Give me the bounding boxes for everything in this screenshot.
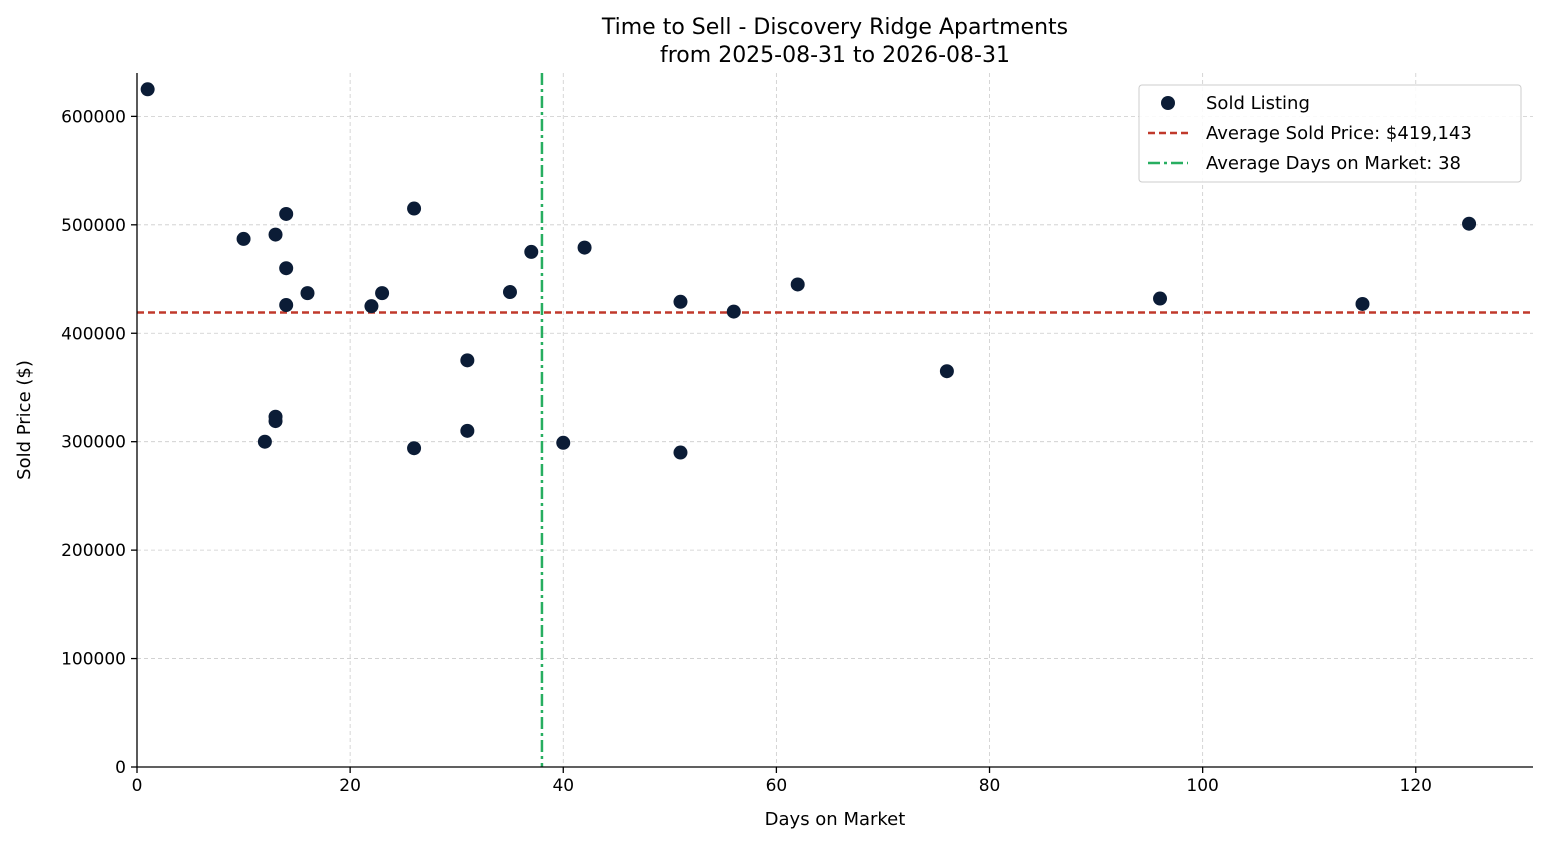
y-tick-label: 0 <box>115 758 126 778</box>
data-point <box>236 231 251 246</box>
grid-lines <box>137 73 1533 767</box>
x-axis-ticks: 0 20 40 60 80 100 120 <box>132 767 1432 796</box>
chart-title: Time to Sell - Discovery Ridge Apartment… <box>601 15 1068 40</box>
x-tick-label: 0 <box>132 776 143 796</box>
legend-box <box>1138 84 1522 183</box>
y-tick-label: 300000 <box>61 433 126 453</box>
data-point <box>140 82 155 97</box>
y-tick-label: 500000 <box>61 216 126 236</box>
data-point <box>364 299 379 314</box>
x-tick-label: 20 <box>339 776 361 796</box>
legend-marker-sold-listing <box>1161 96 1175 110</box>
data-point <box>279 261 294 276</box>
y-axis-label: Sold Price ($) <box>14 360 35 480</box>
x-tick-label: 120 <box>1400 776 1432 796</box>
data-point <box>279 298 294 313</box>
data-point <box>268 414 283 429</box>
data-point <box>268 227 283 242</box>
legend-label-sold-listing: Sold Listing <box>1206 93 1310 114</box>
data-point <box>257 434 272 449</box>
data-point <box>790 277 805 292</box>
x-tick-label: 80 <box>979 776 1001 796</box>
data-point <box>1153 291 1168 306</box>
x-tick-label: 60 <box>766 776 788 796</box>
y-tick-label: 400000 <box>61 324 126 344</box>
data-point <box>375 286 390 301</box>
data-point <box>1355 296 1370 311</box>
chart-legend: Sold Listing Average Sold Price: $419,14… <box>1138 84 1522 183</box>
data-point <box>524 244 539 259</box>
data-point <box>300 286 315 301</box>
y-tick-label: 200000 <box>61 541 126 561</box>
data-point <box>407 441 422 456</box>
data-point <box>726 304 741 319</box>
x-tick-label: 100 <box>1186 776 1218 796</box>
data-point <box>502 285 517 300</box>
y-tick-label: 600000 <box>61 107 126 127</box>
data-point <box>407 201 422 216</box>
data-point <box>556 435 571 450</box>
data-point <box>939 364 954 379</box>
y-tick-label: 100000 <box>61 650 126 670</box>
data-point <box>279 206 294 221</box>
data-point <box>460 423 475 438</box>
y-axis-ticks: 0 100000 200000 300000 400000 500000 600000 <box>61 107 137 778</box>
data-point <box>577 240 592 255</box>
legend-label-average-days: Average Days on Market: 38 <box>1206 153 1461 174</box>
data-point <box>460 353 475 368</box>
data-point <box>673 445 688 460</box>
data-points <box>140 82 1477 460</box>
x-axis-label: Days on Market <box>765 809 906 830</box>
legend-label-average-price: Average Sold Price: $419,143 <box>1206 123 1472 144</box>
x-tick-label: 40 <box>552 776 574 796</box>
axes-spines <box>136 73 1533 768</box>
data-point <box>673 294 688 309</box>
data-point <box>1462 216 1477 231</box>
chart-subtitle: from 2025-08-31 to 2026-08-31 <box>660 43 1010 68</box>
